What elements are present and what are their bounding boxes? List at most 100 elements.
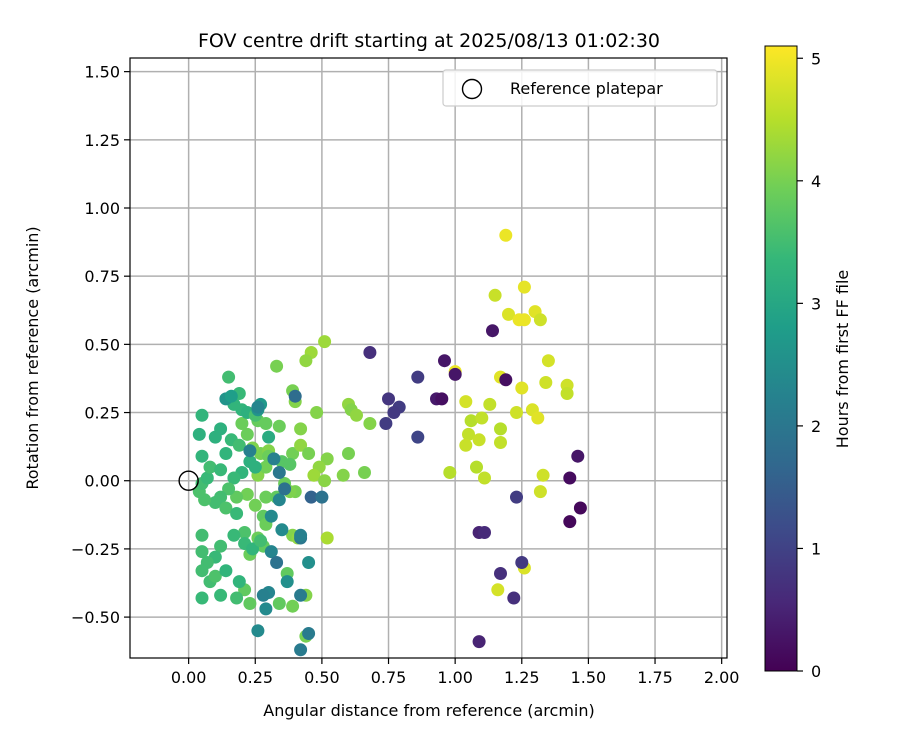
data-point — [478, 526, 491, 539]
data-point — [539, 376, 553, 389]
data-point — [200, 471, 214, 485]
data-point — [232, 438, 246, 452]
data-point — [235, 417, 249, 430]
data-point — [294, 588, 308, 602]
y-axis-ticks: −0.50 −0.25 0.00 0.25 0.50 0.75 1.00 1.25 1.50 — [71, 63, 130, 627]
x-tick-label: 0.00 — [171, 668, 207, 687]
data-point — [270, 556, 284, 569]
colorbar-tick-label: 3 — [811, 294, 821, 313]
data-point — [438, 354, 451, 368]
data-point — [195, 528, 209, 542]
data-point — [251, 624, 265, 638]
data-point — [342, 447, 355, 460]
data-point — [238, 526, 252, 539]
data-point — [248, 460, 262, 474]
data-point — [533, 313, 547, 327]
data-point — [259, 417, 273, 430]
data-point — [254, 534, 268, 548]
x-axis-ticks: 0.00 0.25 0.50 0.75 1.00 1.25 1.50 1.75 2.00 — [171, 658, 739, 687]
colorbar-tick-label: 5 — [811, 49, 821, 68]
data-point — [363, 417, 377, 430]
data-point — [272, 419, 286, 433]
data-point — [246, 542, 260, 556]
reference-platepar-marker — [178, 470, 199, 491]
data-point — [483, 397, 497, 411]
data-point — [227, 528, 241, 542]
data-point — [195, 545, 209, 559]
data-point — [499, 228, 513, 242]
data-point — [243, 444, 257, 458]
colorbar-tick-label: 4 — [811, 172, 821, 191]
data-point — [264, 545, 278, 559]
data-point — [387, 406, 401, 419]
data-point — [443, 466, 457, 479]
y-tick-label: 0.00 — [84, 472, 120, 491]
legend-label: Reference platepar — [510, 79, 663, 98]
data-point — [310, 406, 324, 419]
data-point — [302, 556, 316, 569]
data-point — [488, 288, 502, 302]
data-point — [208, 569, 222, 583]
data-point — [272, 597, 286, 610]
data-point — [478, 471, 491, 485]
data-point — [320, 452, 334, 466]
data-point — [573, 501, 587, 515]
legend: Reference platepar — [442, 69, 718, 107]
data-points — [192, 228, 587, 657]
data-point — [470, 460, 483, 474]
plot-frame — [129, 57, 728, 659]
data-point — [248, 498, 262, 512]
data-point — [270, 359, 284, 373]
data-point — [336, 468, 350, 482]
data-point — [459, 395, 473, 409]
data-point — [259, 490, 273, 504]
data-point — [294, 643, 308, 657]
data-point — [294, 438, 308, 452]
data-point — [195, 408, 209, 422]
data-point — [502, 307, 515, 321]
data-point — [499, 373, 513, 387]
data-point — [494, 567, 507, 580]
y-tick-label: 0.50 — [84, 335, 120, 354]
colorbar-ticks: 0 1 2 3 4 5 — [797, 49, 821, 681]
data-point — [214, 422, 228, 436]
data-point — [494, 422, 507, 436]
y-tick-label: −0.50 — [71, 608, 120, 627]
data-point — [494, 436, 507, 449]
data-point — [227, 471, 241, 485]
data-point — [318, 335, 332, 349]
data-point — [531, 411, 545, 425]
data-point — [230, 507, 244, 520]
grid-lines — [130, 58, 727, 658]
data-point — [363, 346, 377, 359]
x-tick-label: 1.75 — [637, 668, 673, 687]
data-point — [315, 490, 329, 504]
x-tick-label: 1.25 — [504, 668, 540, 687]
data-point — [533, 485, 547, 499]
colorbar: 0 1 2 3 4 5 Hours from first FF file — [764, 45, 852, 681]
data-point — [195, 449, 209, 463]
y-tick-label: −0.25 — [71, 540, 120, 559]
data-point — [243, 597, 257, 610]
data-point — [288, 389, 302, 403]
data-point — [379, 417, 393, 430]
y-tick-label: 1.50 — [84, 63, 120, 82]
data-point — [304, 490, 318, 504]
data-point — [264, 509, 278, 523]
data-point — [267, 452, 281, 466]
data-point — [307, 468, 321, 482]
data-point — [219, 501, 233, 515]
legend-box — [442, 69, 718, 107]
data-point — [272, 466, 286, 479]
data-point — [230, 490, 244, 504]
y-tick-label: 1.00 — [84, 199, 120, 218]
data-point — [222, 482, 236, 496]
data-point — [507, 591, 521, 605]
data-point — [302, 627, 316, 640]
data-point — [232, 575, 246, 589]
x-tick-label: 0.75 — [371, 668, 407, 687]
data-point — [560, 387, 574, 400]
y-tick-label: 1.25 — [84, 131, 120, 150]
data-point — [563, 515, 577, 529]
data-point — [222, 370, 236, 384]
